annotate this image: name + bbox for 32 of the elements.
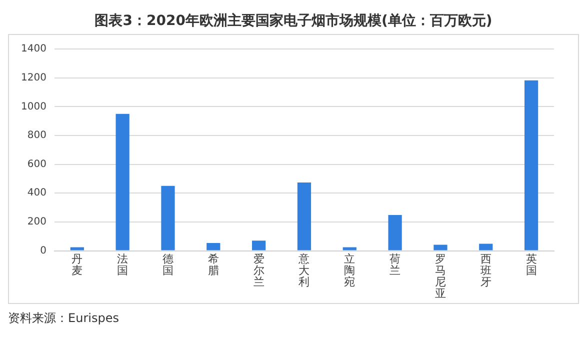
bar [161, 186, 175, 250]
bar [524, 80, 538, 250]
bar [388, 215, 402, 250]
x-tick-label: 爱尔兰 [253, 252, 264, 289]
x-tick-label: 丹麦 [72, 252, 83, 277]
y-tick-label: 0 [40, 245, 46, 256]
bar [252, 240, 266, 250]
y-tick-label: 1000 [20, 101, 46, 112]
chart-title: 图表3：2020年欧洲主要国家电子烟市场规模(单位：百万欧元) [94, 12, 494, 31]
x-tick-label: 英国 [526, 252, 537, 277]
bar [434, 244, 448, 250]
x-tick-label: 意大利 [298, 252, 310, 289]
y-tick-label: 1200 [20, 72, 46, 84]
y-tick-label: 200 [27, 216, 46, 228]
bar [206, 243, 220, 250]
text: 资料来源：Eurispes [8, 310, 120, 327]
x-tick-label: 希腊 [208, 252, 219, 277]
y-tick-label: 600 [27, 158, 46, 170]
y-tick-label: 800 [27, 130, 46, 142]
x-tick-label: 荷兰 [390, 252, 401, 277]
y-tick-label: 1400 [20, 44, 46, 55]
y-tick-label: 400 [27, 188, 46, 199]
x-tick-label: 罗马尼亚 [434, 252, 446, 300]
bar [297, 182, 312, 250]
bar [479, 244, 493, 250]
x-tick-label: 法国 [117, 252, 128, 277]
x-tick-label: 西班牙 [480, 252, 492, 289]
bar [70, 247, 84, 250]
x-tick-label: 立陶宛 [344, 252, 356, 289]
bar [342, 247, 356, 250]
bar [116, 114, 130, 250]
x-tick-label: 德国 [162, 252, 174, 277]
